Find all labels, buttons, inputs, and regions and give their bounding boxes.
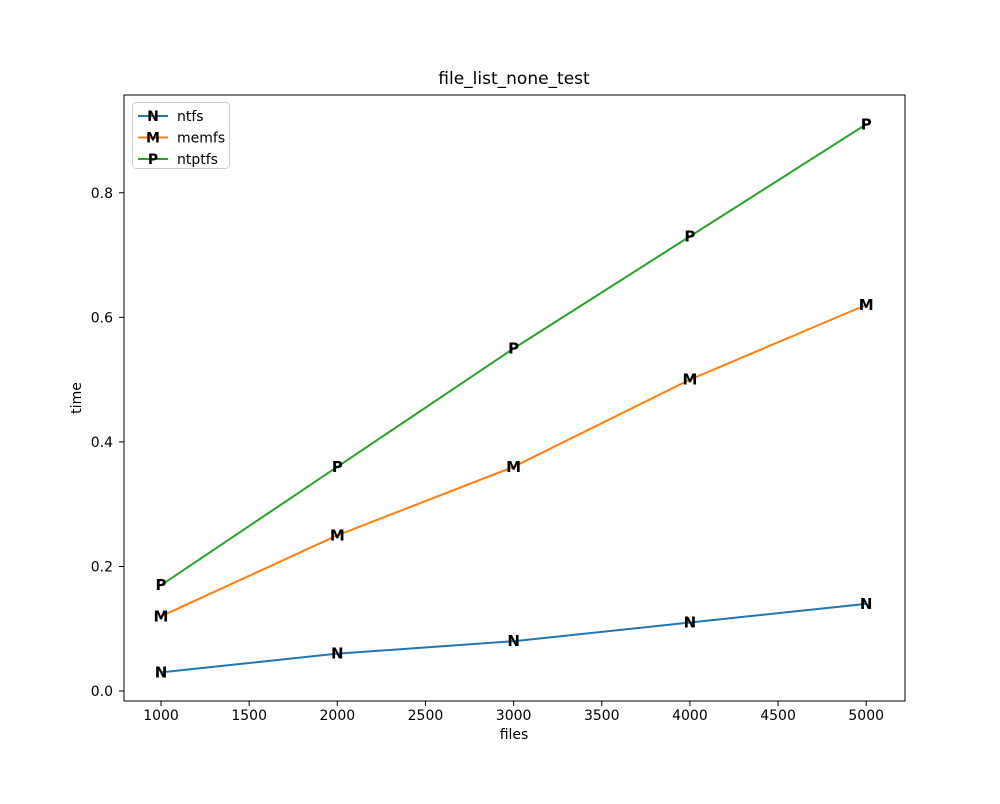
x-tick-label: 1500: [231, 708, 267, 724]
x-axis-label: files: [500, 727, 529, 743]
x-tick-label: 3000: [496, 708, 532, 724]
data-point-marker-ntptfs: P: [684, 227, 695, 245]
ticks-layer: 1000 1500 2000 2500 3000 3500 4000 4500 5000 0.0 0…: [91, 186, 884, 724]
y-tick-label: 0.2: [91, 559, 113, 575]
data-point-marker-ntfs: N: [860, 595, 873, 613]
series-line-ntptfs: [160, 123, 867, 586]
data-point-marker-memfs: M: [506, 458, 521, 476]
legend-item-label-ntptfs: ntptfs: [177, 152, 218, 168]
x-tick-label: 3500: [584, 708, 620, 724]
x-tick-label: 1000: [143, 708, 179, 724]
plot-border: [123, 94, 906, 702]
chart-title: file_list_none_test: [438, 69, 590, 89]
y-tick-label: 0.8: [91, 186, 113, 202]
y-tick-label: 0.0: [91, 684, 113, 700]
x-tick-label: 2500: [408, 708, 444, 724]
data-point-marker-ntptfs: P: [861, 115, 872, 133]
legend-marker-memfs: M: [146, 131, 160, 147]
data-point-marker-ntptfs: P: [332, 458, 343, 476]
x-tick-label: 5000: [848, 708, 884, 724]
legend-item-label-memfs: memfs: [177, 131, 225, 147]
data-point-marker-memfs: M: [154, 607, 169, 625]
y-tick-label: 0.6: [91, 310, 113, 326]
legend-marker-ntfs: N: [147, 109, 159, 125]
x-tick-label: 4500: [760, 708, 796, 724]
y-axis-label: time: [69, 382, 85, 414]
legend-box: [132, 102, 230, 169]
x-tick-label: 2000: [320, 708, 356, 724]
legend-item-label-ntfs: ntfs: [177, 109, 204, 125]
x-tick-label: 4000: [672, 708, 708, 724]
data-point-marker-ntptfs: P: [156, 576, 167, 594]
series-line-memfs: [160, 303, 867, 618]
data-point-marker-memfs: M: [859, 296, 874, 314]
data-point-marker-ntfs: N: [155, 663, 168, 681]
data-point-marker-ntfs: N: [507, 632, 520, 650]
series-line-ntfs: [160, 602, 867, 674]
data-point-marker-memfs: M: [682, 371, 697, 389]
data-point-marker-memfs: M: [330, 526, 345, 544]
data-point-marker-ntptfs: P: [508, 339, 519, 357]
data-point-marker-ntfs: N: [684, 614, 697, 632]
data-point-marker-ntfs: N: [331, 645, 344, 663]
legend-marker-ntptfs: P: [148, 152, 158, 168]
y-tick-label: 0.4: [91, 435, 113, 451]
